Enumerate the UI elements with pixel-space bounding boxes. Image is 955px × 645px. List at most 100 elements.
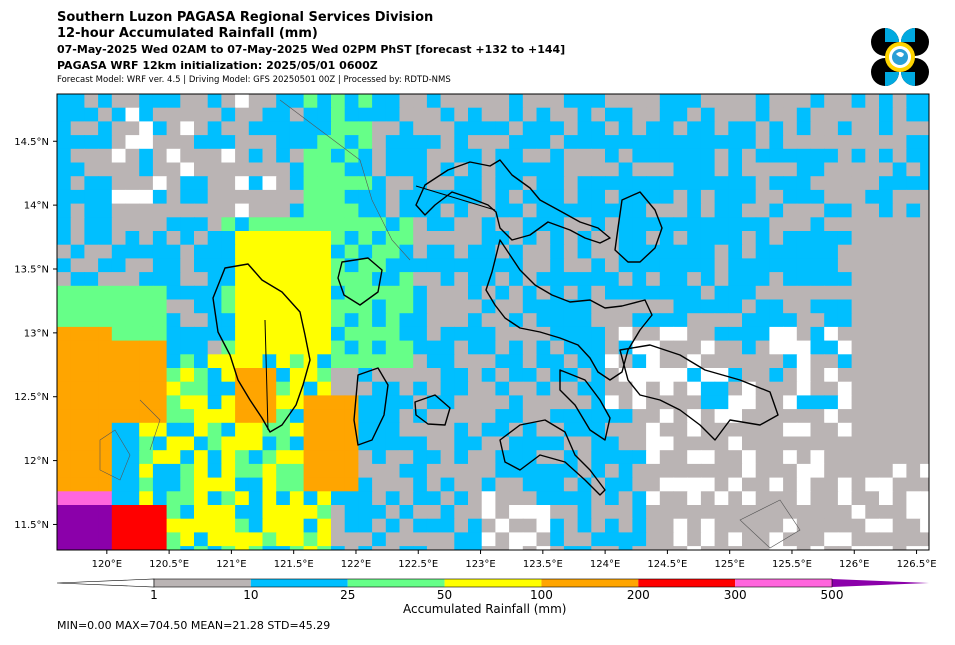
- rainfall-cell: [837, 450, 853, 465]
- rainfall-cell: [906, 162, 921, 177]
- model-credits: Forecast Model: WRF ver. 4.5 | Driving M…: [57, 75, 451, 85]
- rainfall-cell: [550, 203, 565, 218]
- rainfall-cell: [111, 505, 127, 520]
- rainfall-cell: [426, 381, 442, 396]
- rainfall-cell: [906, 244, 921, 259]
- rainfall-cell: [742, 340, 757, 355]
- rainfall-cell: [317, 463, 332, 479]
- rainfall-cell: [358, 546, 373, 550]
- rainfall-cell: [399, 244, 414, 259]
- rainfall-cell: [591, 94, 606, 109]
- rainfall-cell: [413, 326, 428, 342]
- rainfall-cell: [481, 107, 496, 122]
- rainfall-cell: [303, 244, 318, 259]
- rainfall-cell: [194, 326, 209, 342]
- rainfall-cell: [920, 491, 929, 506]
- rainfall-cell: [632, 162, 647, 177]
- rainfall-cell: [646, 135, 661, 150]
- rainfall-cell: [509, 189, 524, 205]
- rainfall-cell: [892, 326, 907, 342]
- rainfall-cell: [563, 217, 579, 232]
- rainfall-cell: [57, 505, 72, 520]
- rainfall-cell: [235, 395, 250, 410]
- rainfall-cell: [892, 354, 907, 369]
- rainfall-cell: [783, 546, 798, 550]
- rainfall-cell: [344, 107, 359, 122]
- rainfall-cell: [700, 546, 716, 550]
- rainfall-cell: [358, 409, 373, 424]
- rainfall-cell: [454, 217, 469, 232]
- rainfall-cell: [522, 231, 538, 246]
- rainfall-cell: [98, 299, 113, 314]
- rainfall-cell: [413, 422, 428, 438]
- rainfall-cell: [632, 354, 647, 369]
- rainfall-cell: [235, 450, 250, 465]
- rainfall-cell: [111, 285, 127, 301]
- rainfall-cell: [262, 381, 277, 396]
- rainfall-cell: [755, 148, 770, 164]
- rainfall-cell: [796, 94, 812, 109]
- rainfall-cell: [111, 231, 127, 246]
- rainfall-cell: [344, 381, 359, 396]
- rainfall-cell: [426, 463, 442, 479]
- map-frame: [56, 93, 930, 551]
- rainfall-cell: [906, 381, 921, 396]
- rainfall-cell: [399, 422, 414, 438]
- rainfall-cell: [810, 107, 825, 122]
- rainfall-cell: [892, 231, 907, 246]
- rainfall-cell: [646, 176, 661, 191]
- rainfall-cell: [303, 107, 318, 122]
- rainfall-cell: [331, 148, 346, 164]
- rainfall-cell: [742, 135, 757, 150]
- rainfall-cell: [700, 217, 716, 232]
- rainfall-cell: [605, 450, 620, 465]
- rainfall-cell: [577, 381, 592, 396]
- rainfall-cell: [331, 162, 346, 177]
- rainfall-cell: [98, 135, 113, 150]
- rainfall-cell: [550, 354, 565, 369]
- rainfall-cell: [783, 354, 798, 369]
- rainfall-cell: [892, 217, 907, 232]
- rainfall-cell: [714, 285, 729, 301]
- rainfall-cell: [837, 135, 853, 150]
- rainfall-cell: [577, 340, 592, 355]
- rainfall-cell: [358, 313, 373, 328]
- rainfall-cell: [646, 505, 661, 520]
- rainfall-cell: [851, 244, 866, 259]
- rainfall-cell: [468, 505, 483, 520]
- rainfall-cell: [879, 203, 894, 218]
- rainfall-cell: [180, 381, 195, 396]
- rainfall-cell: [248, 121, 264, 136]
- rainfall-cell: [139, 189, 154, 205]
- rainfall-cell: [892, 148, 907, 164]
- rainfall-cell: [879, 107, 894, 122]
- rainfall-cell: [358, 532, 373, 547]
- rainfall-cell: [824, 546, 839, 550]
- rainfall-cell: [605, 94, 620, 109]
- rainfall-cell: [837, 395, 853, 410]
- rainfall-cell: [796, 231, 812, 246]
- rainfall-cell: [221, 436, 236, 451]
- rainfall-cell: [235, 299, 250, 314]
- rainfall-cell: [837, 436, 853, 451]
- rainfall-cell: [385, 326, 401, 342]
- rainfall-cell: [536, 135, 551, 150]
- rainfall-cell: [742, 491, 757, 506]
- rainfall-cell: [605, 354, 620, 369]
- rainfall-cell: [166, 340, 181, 355]
- rainfall-cell: [276, 299, 291, 314]
- rainfall-cell: [687, 162, 702, 177]
- rainfall-cell: [632, 285, 647, 301]
- rainfall-cell: [180, 368, 195, 383]
- rainfall-cell: [358, 436, 373, 451]
- rainfall-cell: [413, 532, 428, 547]
- rainfall-cell: [358, 395, 373, 410]
- rainfall-cell: [98, 436, 113, 451]
- rainfall-cell: [728, 463, 743, 479]
- rainfall-cell: [317, 546, 332, 550]
- rainfall-cell: [728, 272, 743, 287]
- rainfall-cell: [632, 272, 647, 287]
- rainfall-cell: [84, 148, 99, 164]
- rainfall-cell: [810, 409, 825, 424]
- rainfall-cell: [440, 121, 455, 136]
